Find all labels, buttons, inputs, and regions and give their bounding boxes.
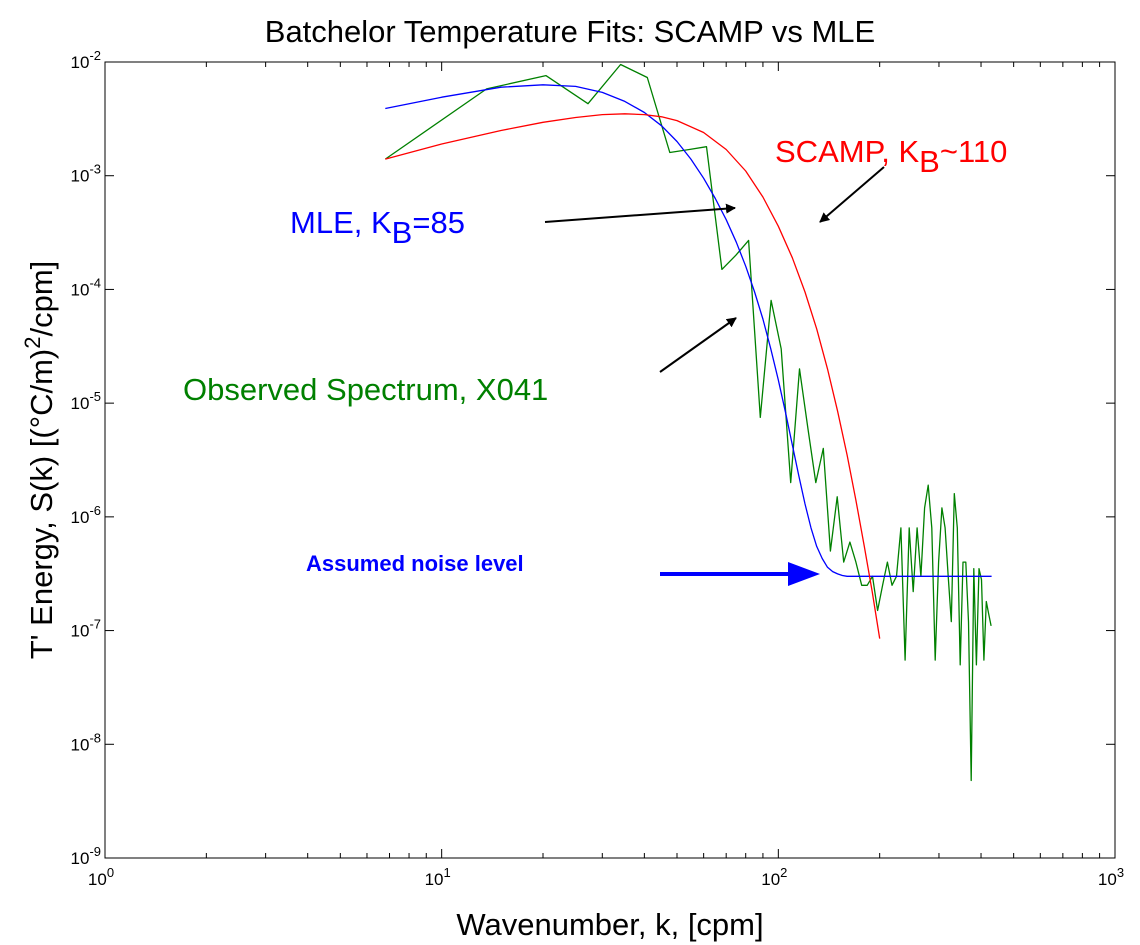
scamp-series-line (385, 113, 881, 639)
observed-annotation-arrow (659, 317, 737, 373)
x-axis-label: Wavenumber, k, [cpm] (456, 907, 763, 942)
mle-annotation: MLE, KB=85 (290, 205, 465, 250)
y-tick-label: 10-8 (71, 730, 101, 754)
mle-annotation-tail: =85 (412, 205, 465, 240)
noise-annotation: Assumed noise level (306, 551, 524, 576)
series-layer (384, 63, 992, 782)
y-tick-label: 10-6 (71, 503, 101, 527)
y-tick-label: 10-9 (71, 844, 101, 868)
scamp-annotation: SCAMP, KB~110 (775, 134, 1007, 179)
y-tick-label: 10-3 (71, 162, 101, 186)
x-axis-ticks: 100 101 102 103 (88, 62, 1124, 889)
x-tick-label: 100 (88, 865, 114, 889)
observed-annotation: Observed Spectrum, X041 (183, 372, 548, 407)
y-axis-ticks: 10-9 10-8 10-7 10-6 10-5 10-4 10-3 10-2 (71, 48, 1115, 868)
y-tick-label: 10-4 (71, 275, 101, 299)
mle-annotation-sub: B (392, 215, 413, 250)
chart-title: Batchelor Temperature Fits: SCAMP vs MLE (265, 14, 875, 49)
x-tick-label: 103 (1098, 865, 1124, 889)
y-tick-label: 10-2 (71, 48, 101, 72)
x-tick-label: 102 (761, 865, 787, 889)
scamp-annotation-sub: B (919, 144, 940, 179)
mle-annotation-arrow (544, 203, 736, 223)
y-axis-label-sup: 2 (20, 337, 45, 349)
y-axis-label-prefix: T' Energy, S(k) [(°C/m) (24, 349, 59, 660)
y-axis-label: T' Energy, S(k) [(°C/m)2/cpm] (20, 261, 59, 660)
scamp-annotation-tail: ~110 (940, 134, 1008, 169)
scamp-annotation-arrow (819, 166, 885, 223)
scamp-annotation-text: SCAMP, K (775, 134, 919, 169)
x-tick-label: 101 (425, 865, 451, 889)
plot-frame (104, 61, 1116, 859)
y-axis-label-suffix: /cpm] (24, 261, 59, 337)
observed-series-line (384, 63, 992, 782)
y-tick-label: 10-5 (71, 389, 101, 413)
y-tick-label: 10-7 (71, 617, 101, 641)
noise-annotation-arrow-head (788, 562, 820, 586)
mle-annotation-text: MLE, K (290, 205, 392, 240)
mle-series-line (385, 84, 992, 577)
